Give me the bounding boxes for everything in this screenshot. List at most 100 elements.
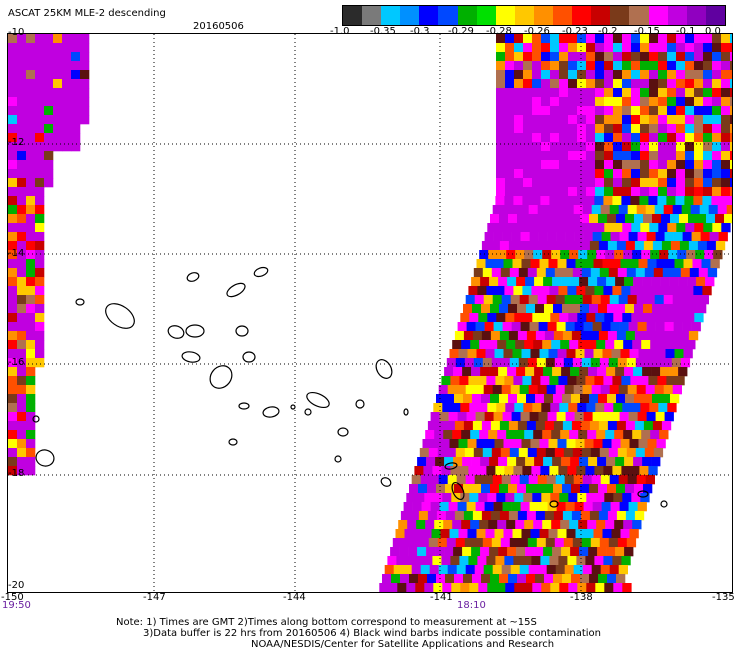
data-cell — [496, 403, 506, 413]
data-cell — [505, 187, 515, 197]
data-cell — [461, 520, 471, 530]
data-cell — [686, 250, 696, 260]
data-cell — [604, 52, 614, 62]
data-cell — [44, 151, 54, 161]
data-cell — [541, 187, 551, 197]
data-cell — [691, 232, 701, 242]
data-cell — [492, 475, 502, 485]
data-cell — [658, 160, 668, 170]
data-cell — [493, 502, 503, 512]
data-cell — [35, 151, 45, 161]
data-cell — [558, 376, 568, 386]
data-cell — [436, 511, 447, 521]
data-cell — [532, 133, 542, 143]
data-cell — [521, 439, 531, 449]
data-cell — [649, 88, 659, 98]
data-cell — [595, 34, 605, 44]
data-cell — [602, 349, 612, 359]
data-cell — [610, 412, 620, 422]
data-cell — [614, 250, 624, 260]
data-cell — [683, 349, 693, 359]
data-cell — [613, 43, 623, 53]
data-cell — [674, 349, 684, 359]
data-cell — [633, 277, 643, 287]
data-cell — [71, 106, 81, 116]
data-cell — [26, 349, 36, 359]
data-cell — [584, 529, 594, 539]
data-cell — [524, 250, 534, 260]
data-cell — [559, 115, 569, 125]
data-cell — [17, 457, 27, 467]
data-cell — [487, 313, 497, 323]
data-cell — [663, 385, 673, 395]
data-cell — [546, 295, 556, 305]
data-cell — [571, 511, 582, 521]
data-cell — [595, 52, 605, 62]
data-cell — [676, 178, 686, 188]
data-cell — [511, 232, 521, 242]
data-cell — [651, 457, 661, 467]
data-cell — [600, 295, 610, 305]
data-cell — [26, 106, 36, 116]
data-cell — [35, 286, 45, 296]
data-cell — [617, 448, 628, 458]
data-cell — [541, 160, 551, 170]
data-cell — [568, 178, 578, 188]
data-cell — [462, 547, 472, 557]
data-cell — [459, 556, 469, 566]
data-cell — [564, 475, 574, 485]
data-cell — [629, 349, 639, 359]
data-cell — [567, 556, 577, 566]
data-cell — [566, 529, 576, 539]
data-cell — [505, 115, 515, 125]
data-cell — [581, 448, 592, 458]
data-cell — [595, 403, 605, 413]
data-cell — [685, 223, 695, 233]
data-cell — [559, 313, 569, 323]
data-cell — [567, 196, 577, 206]
data-cell — [26, 340, 36, 350]
data-cell — [548, 439, 558, 449]
data-cell — [516, 457, 526, 467]
data-cell — [35, 250, 45, 260]
data-cell — [523, 313, 533, 323]
data-cell — [509, 448, 520, 458]
data-cell — [44, 106, 54, 116]
data-cell — [730, 169, 732, 179]
data-cell — [541, 79, 551, 89]
data-cell — [538, 232, 548, 242]
island-outline — [444, 462, 458, 470]
data-cell — [587, 250, 597, 260]
data-cell — [631, 187, 641, 197]
data-cell — [456, 565, 466, 575]
data-cell — [703, 34, 713, 44]
data-cell — [685, 88, 695, 98]
data-cell — [17, 106, 27, 116]
data-cell — [474, 475, 484, 485]
data-cell — [8, 466, 18, 476]
data-cell — [726, 205, 732, 215]
data-cell — [471, 367, 481, 377]
data-cell — [583, 322, 593, 332]
data-cell — [71, 34, 81, 44]
data-cell — [711, 196, 721, 206]
data-cell — [428, 538, 439, 548]
data-cell — [532, 115, 542, 125]
data-cell — [468, 286, 478, 296]
data-cell — [503, 259, 513, 269]
data-cell — [17, 448, 27, 458]
data-cell — [414, 466, 424, 476]
data-cell — [688, 214, 698, 224]
data-cell — [634, 484, 644, 494]
data-cell — [26, 142, 36, 152]
data-cell — [463, 574, 473, 584]
data-cell — [505, 151, 515, 161]
data-cell — [500, 448, 511, 458]
data-cell — [496, 178, 506, 188]
data-cell — [601, 322, 611, 332]
data-cell — [71, 97, 81, 107]
data-cell — [505, 142, 515, 152]
data-cell — [26, 115, 36, 125]
data-cell — [463, 394, 473, 404]
data-cell — [603, 556, 613, 566]
